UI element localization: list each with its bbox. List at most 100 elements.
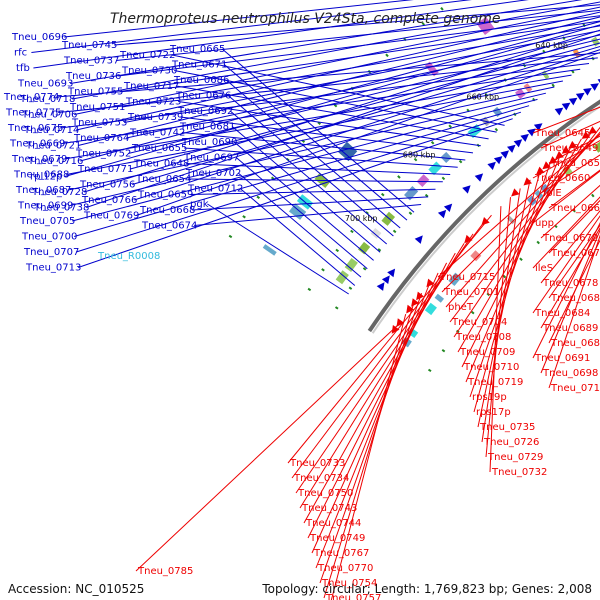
minus-label-18: Tneu_0715: [439, 272, 495, 283]
feature-block-1-13: [467, 124, 482, 139]
scale-mark-4: 660 kbp: [467, 93, 500, 102]
plus-gene-arrow-24: [500, 150, 509, 159]
plus-label-5: Tneu_0706: [21, 110, 77, 121]
plus-label-13: Tneu_0737: [63, 56, 119, 67]
plus-label-48: Tneu_0665: [169, 44, 225, 55]
minus-label-32: Tneu_0733: [289, 458, 345, 469]
minus-label-30: Tneu_0729: [487, 452, 543, 463]
plus-label-54: Tneu_0690: [181, 137, 237, 148]
minus-leader-17: [548, 234, 600, 389]
accession-text: Accession: NC_010525: [8, 582, 145, 596]
feature-block-0-8: [470, 250, 482, 262]
minus-leader-35: [299, 243, 465, 509]
plus-leader-26: [60, 63, 590, 129]
plus-label-42: Tneu_0655: [131, 143, 187, 154]
feature-block-0-1: [407, 327, 419, 339]
plus-leader-52: [229, 110, 388, 245]
plus-label-39: Tneu_0723: [125, 97, 181, 108]
plus-leader-54: [233, 141, 374, 261]
feature-block-1-25: [591, 36, 600, 47]
plus-gene-arrow-35: [575, 92, 585, 101]
scale-mark-3: 640 kbp: [535, 41, 568, 50]
plus-label-22: Tneu_0766: [81, 195, 137, 206]
plus-label-9: rpl12p: [30, 172, 62, 183]
plus-gene-arrow-36: [583, 88, 592, 96]
minus-gene-arrow-22: [511, 188, 520, 197]
plus-gene-arrow-23: [493, 156, 503, 165]
minus-label-43: Tneu_0785: [137, 566, 193, 577]
plus-leader-24: [56, 52, 600, 98]
scale-mark-5: 680 kbp: [403, 150, 436, 159]
plus-leader-56: [237, 172, 362, 278]
plus-leader-2: [33, 0, 529, 69]
minus-leader-38: [311, 272, 439, 554]
minus-leader-27: [473, 171, 541, 413]
feature-block-1-3: [358, 241, 371, 255]
feature-block-1-15: [492, 106, 503, 117]
plus-label-6: Tneu_0714: [23, 125, 79, 136]
plus-gene-arrow-18: [462, 185, 471, 194]
feature-block-1-10: [440, 151, 452, 163]
plus-label-34: Tneu_0707: [23, 247, 79, 258]
plus-leader-55: [235, 157, 368, 270]
plus-label-53: Tneu_0681: [179, 122, 235, 133]
minus-gene-arrow-7: [426, 278, 435, 288]
minus-leader-4: [540, 154, 600, 194]
feature-block-2-8: [337, 141, 358, 162]
plus-label-33: Tneu_0700: [21, 232, 77, 243]
minus-label-28: Tneu_0735: [479, 422, 535, 433]
plus-label-38: Tneu_0717: [123, 81, 179, 92]
plus-leader-43: [186, 163, 451, 175]
plus-gene-arrow-37: [590, 83, 599, 91]
minus-label-2: Tneu_0650: [550, 158, 600, 169]
feature-block-1-9: [428, 161, 443, 176]
minus-label-35: Tneu_0743: [301, 503, 357, 514]
plus-leader-8: [80, 21, 600, 162]
feature-block-1-5: [381, 211, 396, 226]
plus-label-25: Tneu_0775: [5, 108, 61, 119]
plus-leader-3: [70, 0, 583, 84]
plus-label-1: rfc: [14, 48, 27, 59]
feature-block-2-0: [262, 244, 277, 256]
minus-label-27: rps17p: [476, 407, 511, 418]
plus-gene-arrow-26: [513, 139, 523, 148]
plus-label-36: Tneu_0722: [119, 50, 175, 61]
minus-label-40: Tneu_0754: [321, 578, 377, 589]
minus-label-20: pheT: [448, 302, 474, 313]
plus-gene-arrow-27: [520, 133, 529, 142]
plus-leader-11: [86, 33, 600, 208]
plus-leader-19: [128, 38, 600, 154]
plus-gene-arrow-15: [443, 203, 453, 212]
plus-leader-34: [76, 111, 522, 253]
minus-label-23: Tneu_0709: [459, 347, 515, 358]
minus-leader-1: [540, 120, 600, 149]
plus-label-24: Tneu_0774: [3, 92, 59, 103]
minus-label-4: folE: [543, 188, 562, 199]
minus-leader-11: [548, 224, 600, 299]
scale-mark-6: 700 kbp: [345, 214, 378, 223]
plus-gene-arrow-25: [507, 144, 516, 153]
plus-label-10: Tneu_0728: [31, 187, 87, 198]
plus-leader-38: [176, 85, 489, 140]
minus-label-31: Tneu_0732: [491, 467, 547, 478]
minus-leader-10: [540, 210, 600, 284]
plus-label-11: Tneu_0738: [33, 203, 89, 214]
minus-gene-arrow-1: [396, 318, 405, 327]
minus-label-37: Tneu_0749: [309, 533, 365, 544]
plus-label-56: Tneu_0702: [185, 168, 241, 179]
map-title: Thermoproteus neutrophilus V24Sta, compl…: [110, 11, 501, 27]
minus-leader-20: [445, 131, 600, 308]
minus-leader-19: [441, 133, 600, 293]
minus-leader-0: [532, 106, 600, 134]
plus-label-12: Tneu_0745: [61, 40, 117, 51]
plus-leader-5: [74, 6, 600, 115]
minus-label-15: Tneu_0691: [534, 353, 590, 364]
plus-leader-7: [78, 16, 600, 146]
plus-leader-44: [188, 178, 443, 183]
minus-label-25: Tneu_0719: [467, 377, 523, 388]
plus-label-57: Tneu_0712: [187, 184, 243, 195]
plus-leader-40: [180, 116, 474, 154]
minus-leader-13: [540, 227, 600, 329]
plus-leader-37: [174, 70, 497, 133]
